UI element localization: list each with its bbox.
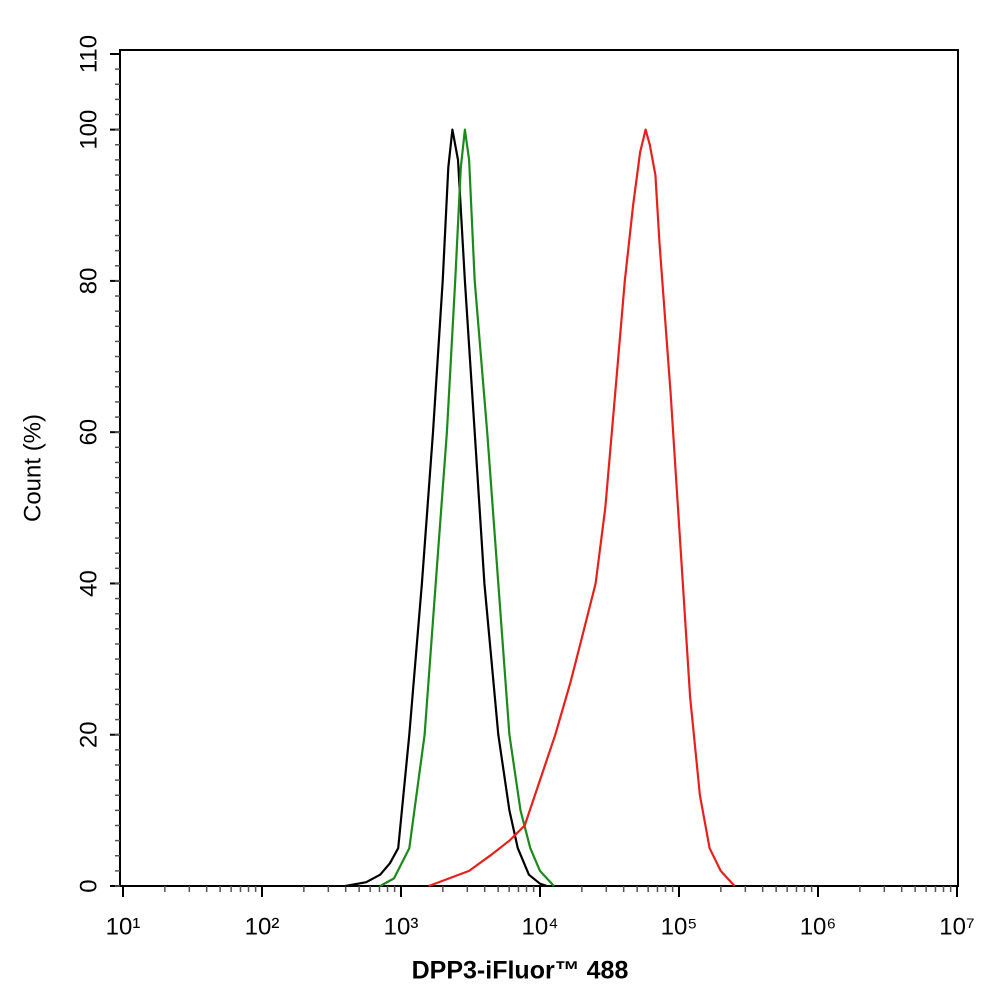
histogram-line xyxy=(428,128,736,888)
histogram-line xyxy=(379,128,555,887)
x-axis-label: DPP3-iFluor™ 488 xyxy=(412,957,629,985)
histogram-line xyxy=(345,128,548,888)
y-tick-label: 100 xyxy=(75,110,102,150)
x-tick-label: 10² xyxy=(245,913,280,940)
y-tick-label: 20 xyxy=(75,721,102,748)
x-tick-label: 10⁷ xyxy=(939,913,974,940)
y-tick-label: 80 xyxy=(75,268,102,295)
y-tick-label: 40 xyxy=(75,570,102,597)
y-tick-label: 0 xyxy=(75,879,102,892)
y-tick-label: 110 xyxy=(75,35,102,73)
y-axis-label: Count (%) xyxy=(19,414,46,522)
plot-frame xyxy=(119,49,959,887)
x-tick-label: 10³ xyxy=(384,913,419,940)
x-tick-label: 10¹ xyxy=(106,913,141,940)
y-tick-label: 60 xyxy=(75,419,102,446)
x-tick-label: 10⁴ xyxy=(521,913,558,940)
x-tick-label: 10⁵ xyxy=(661,913,698,940)
x-tick-label: 10⁶ xyxy=(800,913,837,940)
